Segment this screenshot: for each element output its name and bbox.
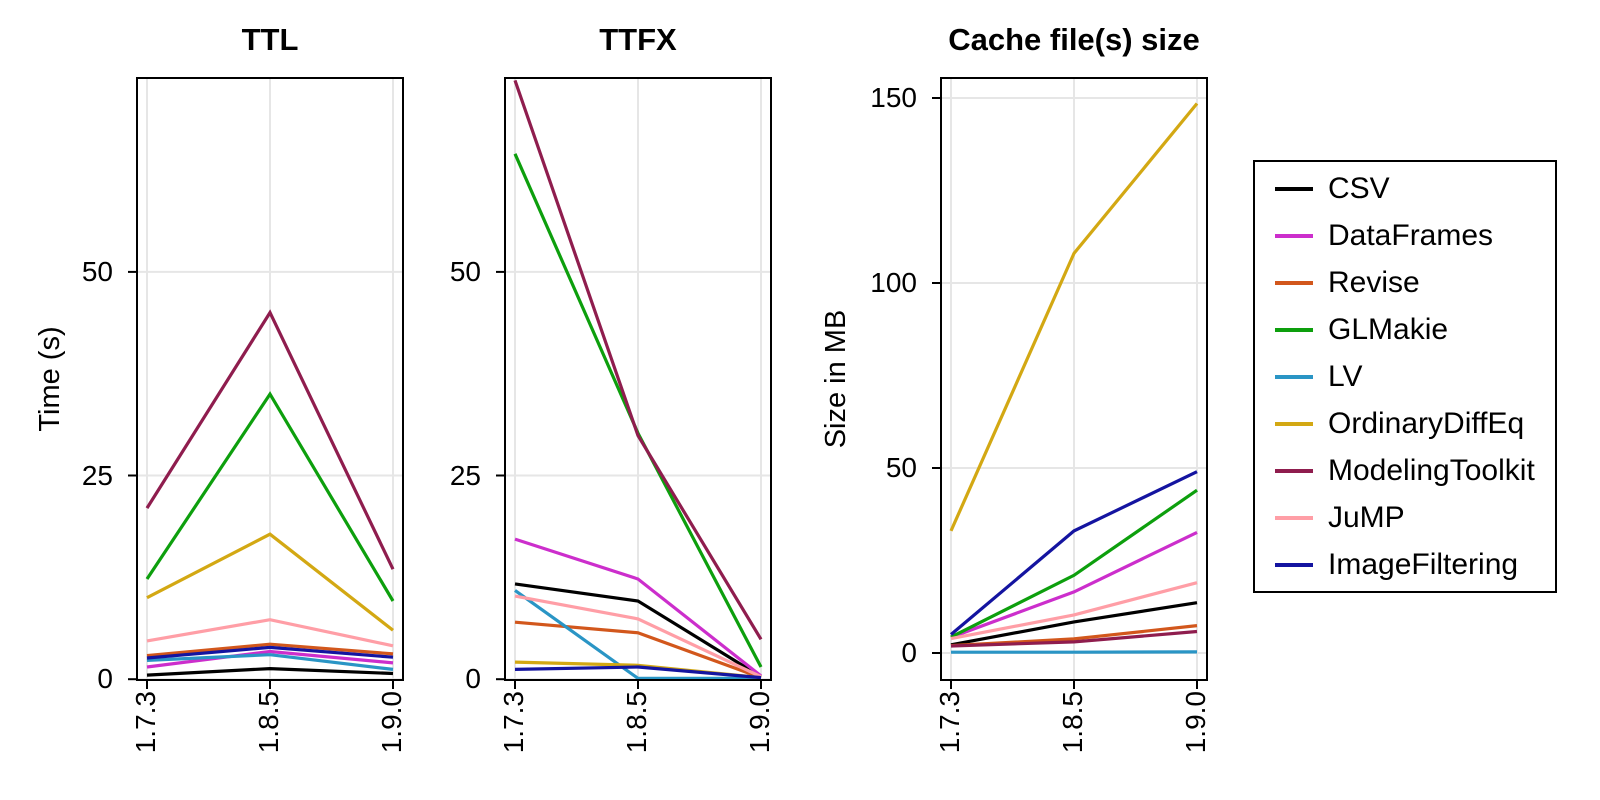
- series-line-Revise: [146, 642, 394, 658]
- series-line-JuMP: [146, 618, 394, 648]
- chart-title-ttl: TTL: [241, 22, 299, 57]
- legend-swatch-line: [1275, 421, 1313, 426]
- legend-swatch-line: [1275, 468, 1313, 473]
- y-tick-label: 150: [870, 81, 917, 113]
- legend-item: OrdinaryDiffEq: [1255, 400, 1555, 447]
- legend-box: CSV DataFrames Revise GLMakie LV OrdinaryDiff…: [1253, 160, 1557, 593]
- series-line-ImageFiltering: [514, 665, 762, 680]
- y-axis-label-size-mb: Size in MB: [820, 309, 852, 449]
- legend-item: LV: [1255, 353, 1555, 400]
- y-tick-label: 0: [901, 636, 917, 668]
- legend-label: DataFrames: [1328, 218, 1494, 252]
- legend-swatch-line: [1275, 327, 1313, 332]
- legend-label: GLMakie: [1328, 312, 1449, 346]
- legend-item: ImageFiltering: [1255, 541, 1555, 588]
- legend-swatch-line: [1275, 280, 1313, 285]
- legend-swatch-line: [1275, 233, 1313, 238]
- series-line-CSV: [146, 666, 394, 677]
- y-tick-label: 25: [449, 459, 481, 491]
- x-tick-label: 1.8.5: [621, 691, 652, 754]
- y-tick-label: 50: [449, 255, 481, 287]
- y-tick-label: 25: [81, 459, 113, 491]
- series-line-LV: [514, 589, 761, 681]
- legend-swatch-line: [1275, 562, 1313, 567]
- y-tick-label: 50: [81, 255, 113, 287]
- series-line-ImageFiltering: [949, 470, 1198, 636]
- x-tick-label: 1.8.5: [1057, 691, 1088, 754]
- x-tick-label: 1.9.0: [376, 691, 407, 754]
- legend-item: ModelingToolkit: [1255, 447, 1555, 494]
- series-line-DataFrames: [514, 537, 762, 678]
- legend-swatch-line: [1275, 186, 1313, 191]
- chart-title-ttfx: TTFX: [599, 22, 677, 57]
- series-line-ModelingToolkit: [145, 309, 395, 570]
- y-axis-label-time: Time (s): [34, 326, 66, 432]
- series-line-DataFrames: [950, 530, 1198, 639]
- legend-item: Revise: [1255, 259, 1555, 306]
- legend-label: Revise: [1328, 265, 1420, 299]
- x-tick-label: 1.7.3: [130, 691, 161, 754]
- legend-label: LV: [1328, 359, 1363, 393]
- legend-item: JuMP: [1255, 494, 1555, 541]
- series-line-GLMakie: [950, 488, 1198, 639]
- y-tick-label: 50: [885, 451, 917, 483]
- series-line-CSV: [950, 601, 1198, 647]
- chart-title-cache: Cache file(s) size: [948, 22, 1200, 57]
- y-tick-label: 0: [465, 663, 481, 695]
- legend-label: CSV: [1328, 171, 1390, 205]
- x-tick-label: 1.7.3: [934, 691, 965, 754]
- x-tick-label: 1.9.0: [744, 691, 775, 754]
- x-tick-label: 1.9.0: [1180, 691, 1211, 754]
- legend-swatch-line: [1275, 374, 1313, 379]
- series-line-OrdinaryDiffEq: [146, 532, 394, 632]
- legend-label: JuMP: [1328, 500, 1405, 534]
- y-tick-label: 0: [97, 663, 113, 695]
- series-line-DataFrames: [146, 649, 394, 669]
- legend-swatch-line: [1275, 515, 1313, 520]
- legend-label: ImageFiltering: [1328, 547, 1519, 581]
- series-line-GLMakie: [145, 391, 395, 602]
- legend-item: GLMakie: [1255, 306, 1555, 353]
- series-line-ModelingToolkit: [513, 79, 763, 641]
- x-tick-label: 1.8.5: [253, 691, 284, 754]
- series-line-ModelingToolkit: [950, 629, 1198, 648]
- series-line-JuMP: [514, 594, 762, 679]
- series-line-Revise: [514, 620, 762, 680]
- series-line-JuMP: [950, 581, 1198, 641]
- y-tick-label: 100: [870, 266, 917, 298]
- legend-item: DataFrames: [1255, 212, 1555, 259]
- series-line-CSV: [514, 582, 762, 679]
- series-line-OrdinaryDiffEq: [949, 102, 1199, 532]
- legend-item: CSV: [1255, 165, 1555, 212]
- x-tick-label: 1.7.3: [498, 691, 529, 754]
- legend-label: ModelingToolkit: [1328, 453, 1535, 487]
- series-line-LV: [146, 653, 394, 671]
- legend-label: OrdinaryDiffEq: [1328, 406, 1525, 440]
- series-line-ImageFiltering: [146, 645, 394, 660]
